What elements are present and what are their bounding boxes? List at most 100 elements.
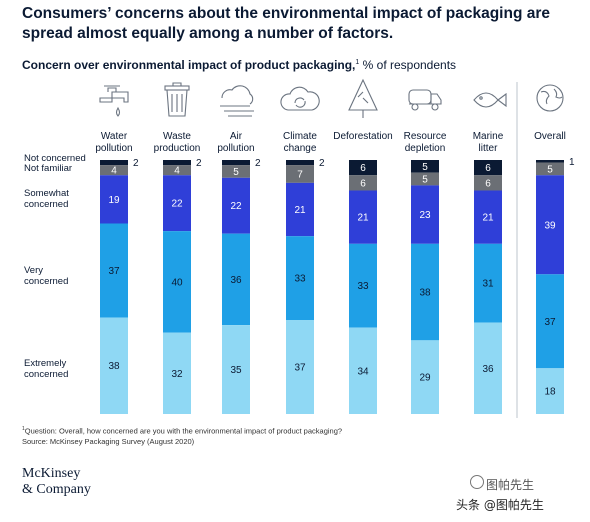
data-label: 5	[233, 167, 239, 178]
watermark-icon	[470, 475, 484, 489]
category-label: depletion	[405, 143, 446, 154]
bar-segment	[286, 182, 314, 237]
bar-segment	[222, 233, 250, 326]
bar-segment	[411, 160, 439, 173]
data-label: 2	[133, 158, 139, 169]
data-label: 32	[171, 369, 183, 380]
trash-can-icon	[164, 82, 190, 117]
recycle-cloud-icon	[280, 86, 320, 111]
data-label: 38	[108, 361, 120, 372]
bar-segment	[100, 175, 128, 224]
data-label: 7	[297, 169, 303, 180]
footnote-mark: 1	[22, 426, 25, 432]
data-label: 22	[230, 201, 242, 212]
logo-line-2: & Company	[22, 482, 91, 497]
row-label: concerned	[24, 199, 68, 210]
bar-segment	[474, 175, 502, 191]
data-label: 23	[419, 210, 431, 221]
row-label: concerned	[24, 369, 68, 380]
data-label: 5	[547, 164, 553, 175]
tree-icon	[348, 78, 378, 118]
subtitle-bold: Concern over environmental impact of pro…	[22, 58, 356, 72]
bar-segment	[536, 368, 564, 414]
category-label: Overall	[534, 131, 566, 142]
bar-segment	[100, 165, 128, 176]
bar-segment	[163, 165, 191, 176]
row-label: Not familiar	[24, 163, 72, 174]
data-label: 4	[174, 166, 180, 177]
mckinsey-logo: McKinsey & Company	[22, 466, 91, 498]
data-label: 6	[360, 178, 366, 189]
category-label: Marine	[473, 131, 504, 142]
subtitle-footnote-mark: 1	[355, 59, 360, 66]
bar-segment	[286, 160, 314, 166]
data-label: 6	[360, 163, 366, 174]
data-label: 4	[111, 166, 117, 177]
data-label: 5	[422, 162, 428, 173]
bar-segment	[474, 243, 502, 323]
category-label: Climate	[283, 131, 317, 142]
watermark-line-1: 图帕先生	[486, 478, 535, 492]
footnote: 1Question: Overall, how concerned are yo…	[22, 424, 342, 447]
row-label: Not concerned	[24, 153, 86, 164]
bar-segment	[163, 332, 191, 414]
faucet-icon	[99, 85, 129, 117]
bar-segment	[100, 223, 128, 318]
bar-segment	[222, 177, 250, 234]
category-label: Water	[101, 131, 128, 142]
bar-segment	[349, 160, 377, 176]
bar-segment	[222, 325, 250, 414]
bar-segment	[474, 322, 502, 414]
data-label: 6	[485, 178, 491, 189]
category-label: pollution	[217, 143, 254, 154]
bar-segment	[411, 243, 439, 341]
data-label: 33	[357, 281, 369, 292]
globe-icon	[536, 84, 564, 112]
data-label: 21	[294, 205, 306, 216]
row-label: Very	[24, 265, 43, 276]
data-label: 36	[230, 275, 242, 286]
category-label: pollution	[95, 143, 132, 154]
data-label: 1	[569, 157, 575, 168]
bar-segment	[349, 175, 377, 191]
bar-segment	[163, 175, 191, 232]
logo-line-1: McKinsey	[22, 466, 81, 481]
data-label: 6	[485, 163, 491, 174]
category-label: Resource	[404, 131, 447, 142]
bar-segment	[411, 185, 439, 244]
data-label: 2	[255, 158, 261, 169]
bar-segment	[286, 165, 314, 183]
footnote-source: Source: McKinsey Packaging Survey (Augus…	[22, 436, 195, 446]
bar-segment	[163, 231, 191, 333]
bar-segment	[286, 236, 314, 321]
data-label: 31	[482, 279, 494, 290]
row-label: concerned	[24, 276, 68, 287]
category-label: Deforestation	[333, 131, 392, 142]
data-label: 37	[544, 317, 556, 328]
chart-subtitle: Concern over environmental impact of pro…	[22, 58, 456, 72]
bar-segment	[536, 162, 564, 176]
category-label: Air	[230, 131, 243, 142]
air-icon	[220, 85, 254, 117]
data-label: 29	[419, 373, 431, 384]
category-label: litter	[479, 143, 499, 154]
bar-segment	[349, 327, 377, 414]
category-label: change	[284, 143, 317, 154]
bar-segment	[163, 160, 191, 166]
data-label: 21	[482, 213, 494, 224]
bar-segment	[349, 243, 377, 328]
row-label: Extremely	[24, 358, 66, 369]
row-label: Somewhat	[24, 188, 69, 199]
category-label: production	[154, 143, 201, 154]
chart-headline: Consumers’ concerns about the environmen…	[22, 5, 550, 42]
bar-segment	[411, 172, 439, 186]
category-label: Waste	[163, 131, 191, 142]
data-label: 34	[357, 366, 369, 377]
bar-segment	[222, 165, 250, 178]
data-label: 22	[171, 199, 183, 210]
bar-segment	[286, 320, 314, 414]
subtitle-unit: % of respondents	[359, 58, 457, 72]
bar-segment	[536, 274, 564, 369]
data-label: 40	[171, 277, 183, 288]
data-label: 5	[422, 175, 428, 186]
